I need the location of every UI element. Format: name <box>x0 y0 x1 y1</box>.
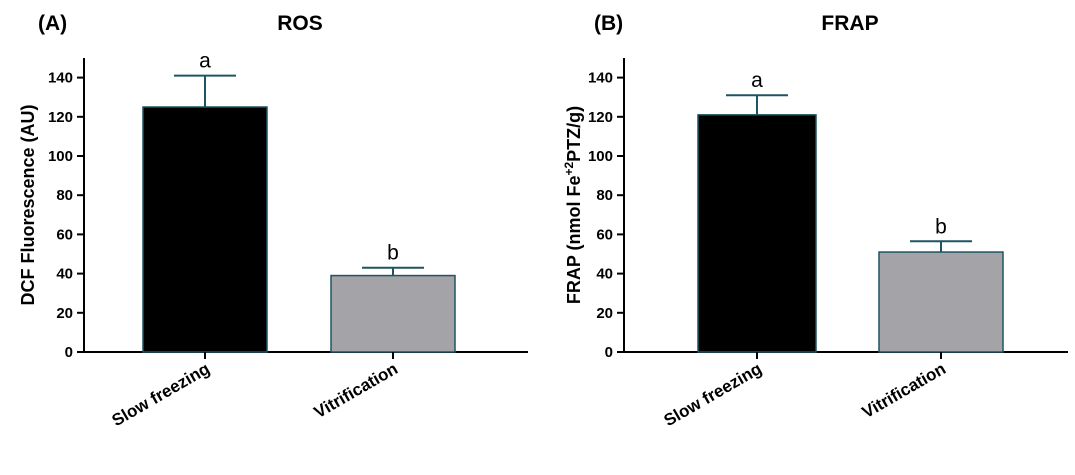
y-tick-label: 60 <box>596 226 613 243</box>
y-tick-label: 80 <box>56 187 73 204</box>
significance-label: a <box>199 50 211 73</box>
y-axis-title: FRAP (nmol Fe+2PTZ/g) <box>562 106 584 304</box>
y-tick-label: 120 <box>588 109 613 126</box>
chart-panel-ros: (A) ROS DCF Fluorescence (AU) 0 20 40 60 80 1… <box>18 12 528 430</box>
y-tick-label: 60 <box>56 226 73 243</box>
panel-label: (A) <box>38 12 67 35</box>
y-tick-label: 140 <box>588 70 613 87</box>
chart-title: FRAP <box>821 12 878 35</box>
y-tick-label: 20 <box>596 305 613 322</box>
panel-label: (B) <box>594 12 623 35</box>
y-tick-label: 100 <box>48 148 73 165</box>
bar <box>697 114 817 353</box>
plot-area: 0 20 40 60 80 100 120 140 a Slow freezing b Vitrifi… <box>48 50 528 430</box>
y-tick-label: 0 <box>605 344 613 361</box>
y-tick-label: 40 <box>56 266 73 283</box>
y-tick-label: 40 <box>596 266 613 283</box>
category-label: Vitrification <box>859 359 949 422</box>
y-tick-label: 0 <box>65 344 73 361</box>
category-label: Vitrification <box>311 359 401 422</box>
y-tick-label: 20 <box>56 305 73 322</box>
significance-label: b <box>935 215 947 238</box>
y-tick-label: 100 <box>588 148 613 165</box>
category-label: Slow freezing <box>661 359 765 430</box>
y-tick-label: 120 <box>48 109 73 126</box>
y-tick-label: 80 <box>596 187 613 204</box>
y-axis-title: DCF Fluorescence (AU) <box>18 104 38 305</box>
plot-area: 0 20 40 60 80 100 120 140 a Slow freezing b Vitrifi… <box>588 58 1068 430</box>
y-tick-label: 140 <box>48 70 73 87</box>
y-axis-title-part: FRAP (nmol Fe <box>564 176 584 305</box>
significance-label: a <box>751 69 763 92</box>
category-label: Slow freezing <box>109 359 213 430</box>
bar <box>330 274 456 353</box>
chart-title: ROS <box>277 12 323 35</box>
chart-panel-frap: (B) FRAP FRAP (nmol Fe+2PTZ/g) 0 20 40 60 80… <box>562 12 1068 430</box>
bar <box>878 251 1004 353</box>
bar <box>142 106 268 353</box>
y-axis-title-superscript: +2 <box>562 162 576 176</box>
significance-label: b <box>387 242 399 265</box>
y-axis-title-part: PTZ/g) <box>564 106 584 162</box>
